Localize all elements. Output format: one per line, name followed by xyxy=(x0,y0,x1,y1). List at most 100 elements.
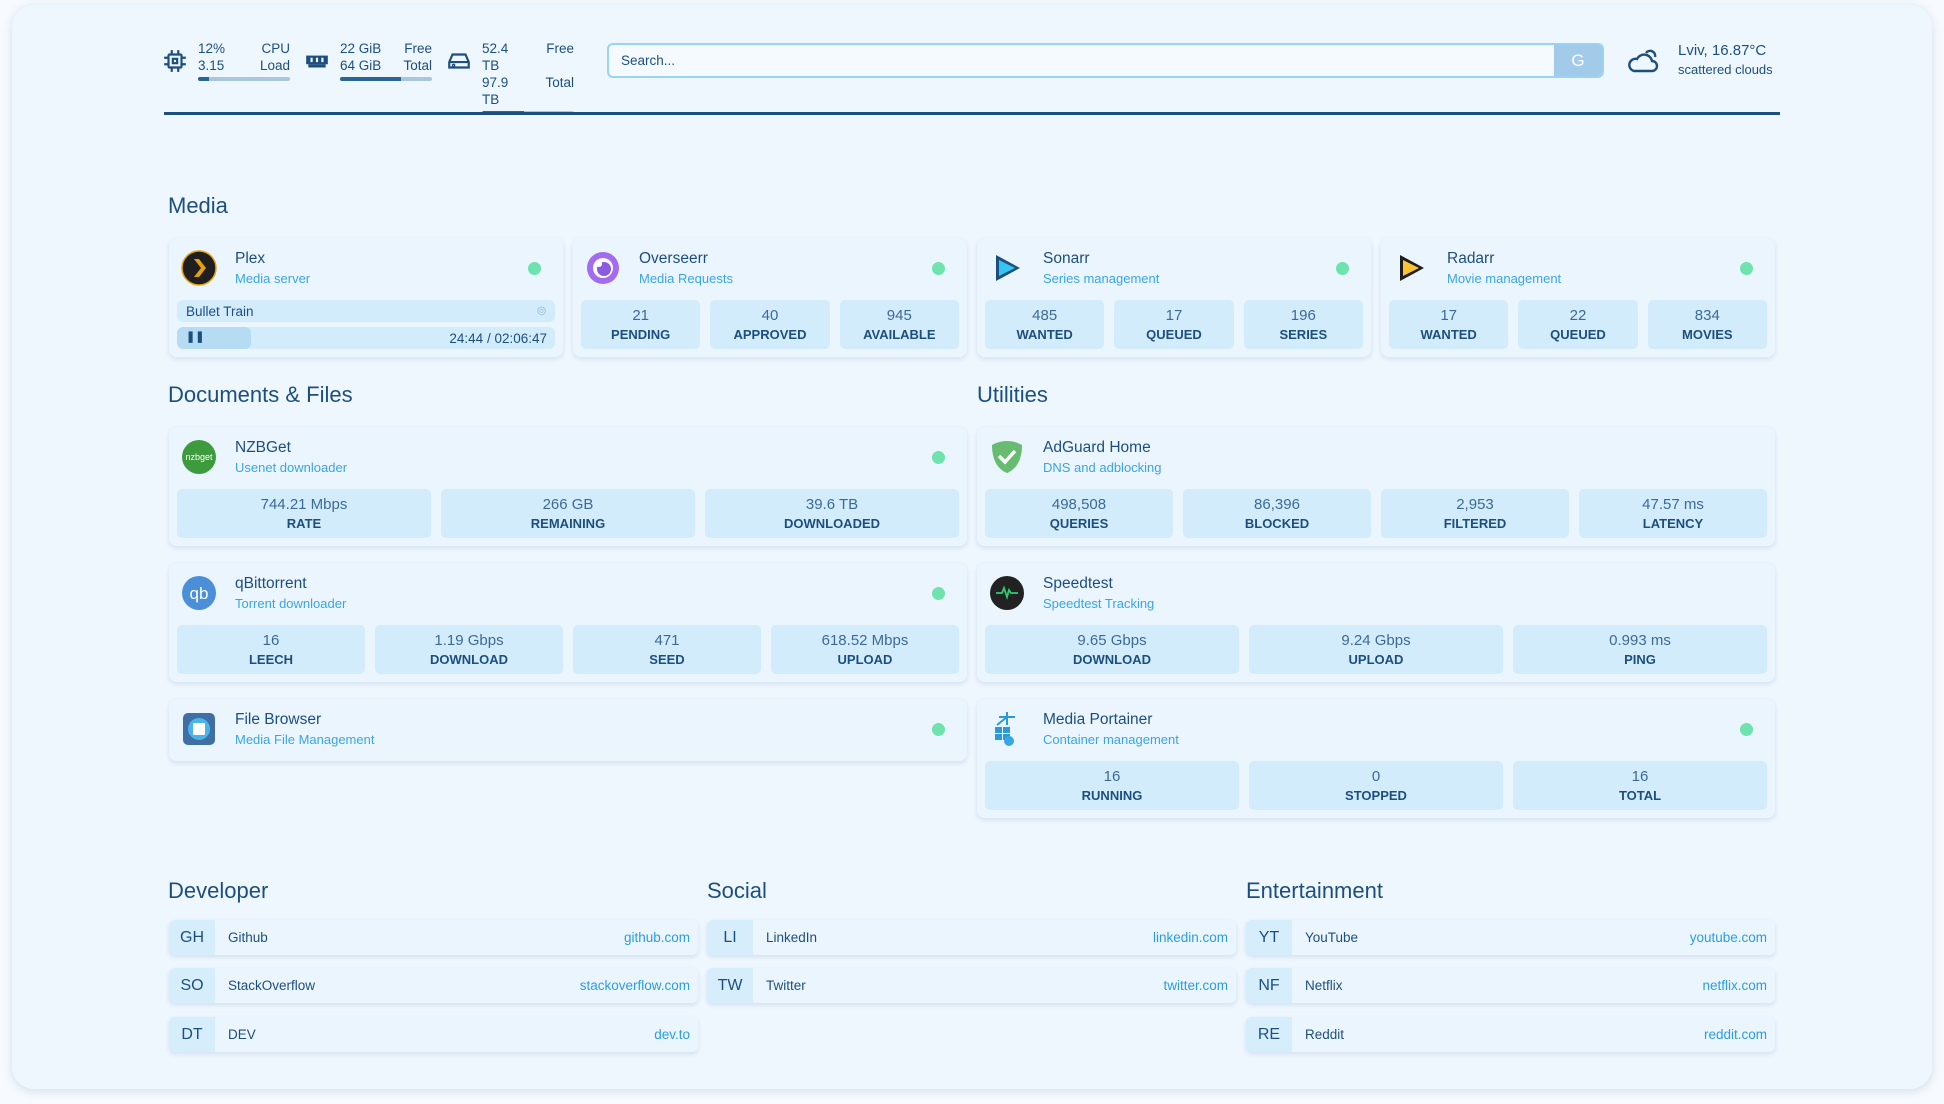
stat-value: 2,953 xyxy=(1456,496,1494,513)
free-label: Free xyxy=(546,41,574,56)
section-title-utilities: Utilities xyxy=(977,382,1048,407)
search-input[interactable] xyxy=(609,45,1554,76)
overseerr-logo-icon xyxy=(587,252,619,284)
bookmark-url[interactable]: twitter.com xyxy=(1163,978,1228,993)
dashboard-frame xyxy=(12,5,1932,1089)
service-card-nzbget[interactable]: nzbget NZBGet Usenet downloader 744.21 M… xyxy=(169,427,967,546)
status-indicator xyxy=(932,451,945,464)
stat-value: 17 xyxy=(1165,307,1183,324)
service-card-overseerr[interactable]: Overseerr Media Requests 21 PENDING 40 APPR… xyxy=(573,238,967,357)
stat-label: MOVIES xyxy=(1682,327,1733,342)
service-card-qbittorrent[interactable]: qb qBittorrent Torrent downloader 16 LEEC… xyxy=(169,563,967,682)
sonarr-logo-icon xyxy=(996,255,1020,281)
stat-value: 9.24 Gbps xyxy=(1341,632,1411,649)
cpu-usage: 12% xyxy=(198,41,226,56)
stat-value: 498,508 xyxy=(1051,496,1107,513)
disk-icon xyxy=(448,53,470,69)
stat-value: 485 xyxy=(1032,307,1058,324)
portainer-logo-icon xyxy=(995,712,1015,746)
bookmark-stackoverflow[interactable]: SO StackOverflow stackoverflow.com xyxy=(169,968,698,1003)
service-name: qBittorrent xyxy=(235,575,307,592)
service-stats: 9.65 Gbps DOWNLOAD 9.24 Gbps UPLOAD 0.993 ms… xyxy=(985,625,1767,674)
total-label: Total xyxy=(403,58,432,73)
stat-value: 834 xyxy=(1694,307,1720,324)
bookmark-url[interactable]: netflix.com xyxy=(1702,978,1767,993)
stat-block: 1.19 Gbps DOWNLOAD xyxy=(375,625,563,674)
stat-block: 16 TOTAL xyxy=(1513,761,1767,810)
bookmark-netflix[interactable]: NF Netflix netflix.com xyxy=(1246,968,1775,1003)
bookmark-url[interactable]: reddit.com xyxy=(1703,1027,1767,1042)
now-playing-bar: Bullet Train ⊚ xyxy=(177,300,555,322)
bookmark-url[interactable]: linkedin.com xyxy=(1152,930,1228,945)
service-stats: 16 RUNNING 0 STOPPED 16 TOTAL xyxy=(985,761,1767,810)
stat-label: LEECH xyxy=(248,652,294,667)
memory-bar xyxy=(340,77,432,81)
service-card-filebrowser[interactable]: File Browser Media File Management xyxy=(169,699,967,761)
stat-value: 39.6 TB xyxy=(805,496,859,513)
service-name: Sonarr xyxy=(1043,250,1090,267)
stat-value: 744.21 Mbps xyxy=(260,496,348,513)
qbittorrent-logo-icon: qb xyxy=(182,576,216,610)
bookmark-youtube[interactable]: YT YouTube youtube.com xyxy=(1246,920,1775,955)
stat-block: 47.57 ms LATENCY xyxy=(1579,489,1767,538)
bookmark-url[interactable]: github.com xyxy=(623,930,690,945)
stat-value: 86,396 xyxy=(1254,496,1300,513)
bookmark-abbr: YT xyxy=(1246,920,1292,955)
stat-block: 16 RUNNING xyxy=(985,761,1239,810)
stat-block: 266 GB REMAINING xyxy=(441,489,695,538)
stat-label: UPLOAD xyxy=(1348,652,1404,667)
service-card-sonarr[interactable]: Sonarr Series management 485 WANTED 17 QUEU… xyxy=(977,238,1371,357)
bookmark-reddit[interactable]: RE Reddit reddit.com xyxy=(1246,1017,1775,1052)
stat-label: AVAILABLE xyxy=(863,327,936,342)
disk-free: 52.4 TB xyxy=(482,41,509,73)
service-card-adguard[interactable]: AdGuard Home DNS and adblocking 498,508 Q… xyxy=(977,427,1775,546)
service-name: AdGuard Home xyxy=(1043,439,1151,456)
service-card-speedtest[interactable]: Speedtest Speedtest Tracking 9.65 Gbps DO… xyxy=(977,563,1775,682)
disk-widget: 52.4 TB Free 97.9 TB Total xyxy=(446,40,574,115)
bookmark-dev[interactable]: DT DEV dev.to xyxy=(169,1017,698,1052)
stat-block: 17 QUEUED xyxy=(1114,300,1234,349)
bookmark-url[interactable]: youtube.com xyxy=(1689,930,1767,945)
stat-value: 16 xyxy=(1631,768,1649,785)
service-description: Movie management xyxy=(1447,271,1562,286)
service-card-portainer[interactable]: Media Portainer Container management 16 R… xyxy=(977,699,1775,818)
service-stats: 21 PENDING 40 APPROVED 945 AVAILABLE xyxy=(581,300,959,349)
playback-progress[interactable]: ❚❚ 24:44 / 02:06:47 xyxy=(177,327,555,349)
stat-block: 39.6 TB DOWNLOADED xyxy=(705,489,959,538)
stat-label: PENDING xyxy=(611,327,671,342)
radarr-logo-icon xyxy=(1400,255,1424,281)
service-card-radarr[interactable]: Radarr Movie management 17 WANTED 22 QUEUED… xyxy=(1381,238,1775,357)
bookmark-name: StackOverflow xyxy=(228,978,316,993)
stat-label: RATE xyxy=(286,516,322,531)
service-card-plex[interactable]: Plex Media server Bullet Train ⊚ ❚❚ 24:4… xyxy=(169,238,563,357)
service-name: Plex xyxy=(235,250,266,267)
header-divider xyxy=(164,112,1780,115)
stat-value: 618.52 Mbps xyxy=(821,632,909,649)
media-info-icon[interactable]: ⊚ xyxy=(536,303,547,318)
nzbget-logo-icon: nzbget xyxy=(182,440,216,474)
stat-value: 471 xyxy=(654,632,680,649)
cpu-icon xyxy=(164,50,186,72)
stat-value: 0.993 ms xyxy=(1609,632,1671,649)
status-indicator xyxy=(1740,262,1753,275)
pause-icon[interactable]: ❚❚ xyxy=(186,331,205,343)
stat-value: 17 xyxy=(1440,307,1457,324)
bookmark-url[interactable]: stackoverflow.com xyxy=(579,978,690,993)
section-title-social: Social xyxy=(707,878,767,903)
bookmark-url[interactable]: dev.to xyxy=(654,1027,690,1042)
stat-value: 945 xyxy=(886,307,912,324)
bookmark-name: Twitter xyxy=(766,978,806,993)
search-button[interactable]: G xyxy=(1554,45,1602,76)
bookmark-twitter[interactable]: TW Twitter twitter.com xyxy=(707,968,1236,1003)
service-description: Speedtest Tracking xyxy=(1043,596,1155,611)
bookmark-github[interactable]: GH Github github.com xyxy=(169,920,698,955)
cpu-load: 3.15 xyxy=(198,58,225,73)
stat-label: QUEUED xyxy=(1550,327,1606,342)
stat-block: 17 WANTED xyxy=(1389,300,1509,349)
stat-value: 16 xyxy=(262,632,280,649)
bookmark-linkedin[interactable]: LI LinkedIn linkedin.com xyxy=(707,920,1236,955)
service-description: DNS and adblocking xyxy=(1043,460,1162,475)
stat-block: 16 LEECH xyxy=(177,625,365,674)
stat-block: 945 AVAILABLE xyxy=(839,300,959,349)
filebrowser-logo-icon xyxy=(183,713,215,745)
